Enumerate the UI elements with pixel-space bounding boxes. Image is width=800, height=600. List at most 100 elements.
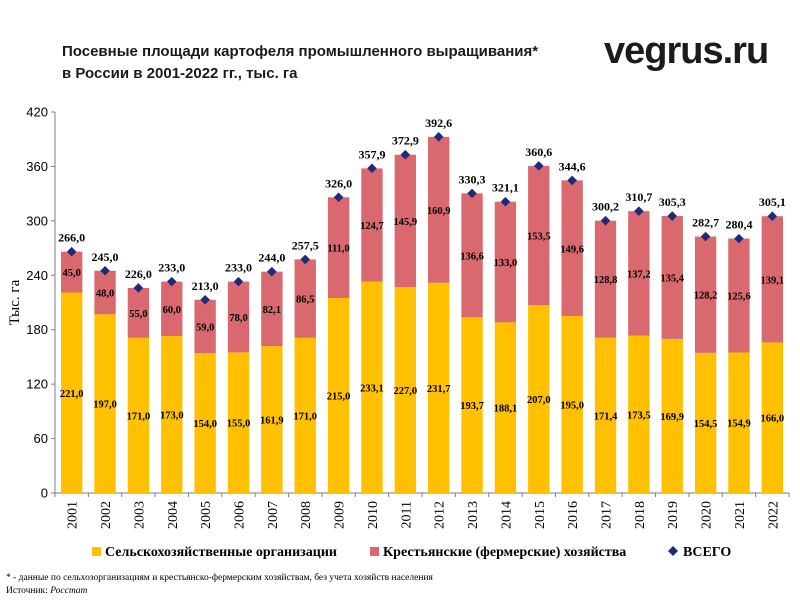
bar-agri-orgs <box>728 352 750 493</box>
data-label-farms: 82,1 <box>263 305 281 316</box>
x-tick-label: 2007 <box>266 501 281 529</box>
total-marker <box>267 266 277 277</box>
data-label-farms: 78,0 <box>229 313 247 324</box>
data-label-total: 310,7 <box>625 190 652 204</box>
y-tick-label: 120 <box>26 377 48 392</box>
bar-agri-orgs <box>461 317 483 493</box>
total-marker <box>600 215 611 226</box>
data-label-agri-orgs: 221,0 <box>60 389 84 400</box>
data-label-agri-orgs: 227,0 <box>394 386 418 397</box>
bar-agri-orgs <box>561 316 583 493</box>
data-label-agri-orgs: 173,0 <box>160 411 184 422</box>
bar-farms <box>494 201 517 323</box>
bar-agri-orgs <box>261 346 283 493</box>
bar-farms <box>361 168 383 282</box>
data-label-total: 280,4 <box>725 218 752 232</box>
bar-agri-orgs <box>361 281 383 493</box>
data-label-agri-orgs: 193,7 <box>460 401 484 412</box>
bar-agri-orgs <box>394 287 416 493</box>
data-label-agri-orgs: 166,0 <box>761 414 785 425</box>
bar-agri-orgs <box>161 336 183 493</box>
legend-label-agri-orgs: Сельскохозяйственные организации <box>105 545 337 560</box>
bar-farms <box>94 270 116 315</box>
data-label-farms: 139,1 <box>761 275 785 286</box>
x-tick-label: 2019 <box>666 501 681 529</box>
data-label-agri-orgs: 169,9 <box>660 412 684 423</box>
data-label-total: 266,0 <box>58 231 85 245</box>
data-label-total: 321,1 <box>492 181 519 195</box>
total-marker <box>433 132 444 142</box>
bar-farms <box>294 259 316 338</box>
x-tick-label: 2005 <box>199 501 214 529</box>
total-marker <box>500 196 511 207</box>
data-label-farms: 48,0 <box>96 289 114 300</box>
x-tick-label: 2022 <box>766 501 781 529</box>
x-tick-label: 2004 <box>166 501 181 529</box>
x-tick-label: 2018 <box>633 501 648 529</box>
bar-farms <box>761 216 783 343</box>
bar-agri-orgs <box>61 292 83 493</box>
bar-agri-orgs <box>127 337 150 493</box>
total-marker <box>200 294 210 305</box>
y-tick-label: 0 <box>41 486 48 501</box>
total-marker <box>467 188 477 199</box>
bar-farms <box>194 299 216 354</box>
x-tick-label: 2012 <box>433 501 448 529</box>
data-label-farms: 160,9 <box>427 206 451 217</box>
total-marker <box>700 231 711 242</box>
data-label-farms: 124,7 <box>360 221 384 232</box>
data-label-total: 244,0 <box>258 251 285 265</box>
source-label: Источник: <box>6 586 51 596</box>
x-tick-label: 2006 <box>233 501 248 529</box>
bar-agri-orgs <box>494 322 517 493</box>
y-tick-label: 420 <box>26 105 48 120</box>
data-label-farms: 149,6 <box>560 244 584 255</box>
x-tick-label: 2015 <box>533 501 548 529</box>
bar-farms <box>728 238 750 353</box>
data-label-farms: 136,6 <box>460 251 484 262</box>
data-label-agri-orgs: 171,0 <box>293 411 317 422</box>
data-label-total: 392,6 <box>425 116 452 130</box>
total-marker <box>767 211 778 222</box>
total-marker <box>567 175 577 186</box>
data-label-total: 326,0 <box>325 176 352 190</box>
bar-farms <box>261 271 283 347</box>
bar-agri-orgs <box>227 352 250 493</box>
legend-swatch-total <box>668 546 678 556</box>
axes: 0 60 120 180 240 300 360 420 Тыс. га 2001 2002 2003… <box>7 105 790 529</box>
total-marker <box>400 149 411 160</box>
data-label-farms: 135,4 <box>660 273 684 284</box>
bar-farms <box>161 281 183 337</box>
data-label-farms: 133,0 <box>494 258 518 269</box>
bar-farms <box>394 154 416 288</box>
y-tick-label: 240 <box>26 268 48 283</box>
total-marker <box>333 192 344 203</box>
data-label-total: 344,6 <box>559 159 586 173</box>
y-tick-label: 60 <box>34 431 48 446</box>
total-marker <box>100 265 110 276</box>
bar-farms <box>661 216 683 339</box>
bar-agri-orgs <box>194 353 216 493</box>
bar-agri-orgs <box>661 338 683 493</box>
data-label-total: 360,6 <box>525 145 552 159</box>
total-marker <box>133 283 144 293</box>
data-label-farms: 128,2 <box>694 291 718 302</box>
bar-farms <box>694 236 717 353</box>
data-label-farms: 60,0 <box>163 305 181 316</box>
y-tick-label: 300 <box>26 213 48 228</box>
data-label-total: 233,0 <box>225 261 252 275</box>
bar-agri-orgs <box>694 352 717 493</box>
bar-farms <box>61 251 83 293</box>
bar-farms <box>561 180 583 317</box>
bar-agri-orgs <box>94 314 116 493</box>
data-label-total: 226,0 <box>125 267 152 281</box>
bars <box>61 136 783 493</box>
bar-agri-orgs <box>294 337 316 493</box>
data-label-farms: 86,5 <box>296 295 314 306</box>
bar-agri-orgs <box>528 305 550 493</box>
total-markers <box>66 132 778 305</box>
bar-farms <box>127 287 150 338</box>
total-marker <box>667 211 678 221</box>
bar-agri-orgs <box>327 297 350 493</box>
data-label-total: 330,3 <box>459 172 486 186</box>
